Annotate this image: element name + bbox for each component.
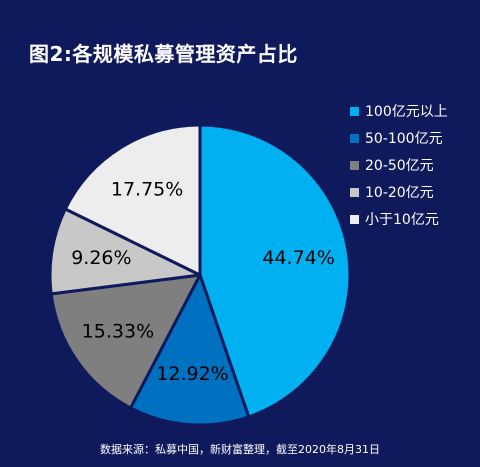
pie-slice <box>198 123 352 419</box>
legend-label: 20-50亿元 <box>365 158 434 174</box>
pie-slice-label: 12.92% <box>156 363 228 385</box>
pie-slice <box>48 207 202 296</box>
source-note: 数据来源：私募中国，新财富整理，截至2020年8月31日 <box>100 443 380 456</box>
legend-swatch <box>350 106 359 116</box>
legend-label: 50-100亿元 <box>365 131 443 147</box>
pie-slice-label: 15.33% <box>82 321 154 343</box>
legend-label: 10-20亿元 <box>365 185 434 201</box>
pie-slice-label: 44.74% <box>262 247 334 269</box>
pie-slice-label: 17.75% <box>111 179 183 201</box>
legend-item: 100亿元以上 <box>350 100 448 122</box>
pie-slice-label: 9.26% <box>71 247 131 269</box>
legend-swatch <box>350 133 359 143</box>
legend: 100亿元以上 50-100亿元 20-50亿元 10-20亿元 小于10亿元 <box>350 100 448 235</box>
legend-item: 50-100亿元 <box>350 127 448 149</box>
chart-title: 图2:各规模私募管理资产占比 <box>29 42 298 66</box>
legend-item: 小于10亿元 <box>350 208 448 230</box>
legend-label: 100亿元以上 <box>365 104 448 120</box>
pie-slice <box>63 123 202 277</box>
pie-slices <box>48 123 352 427</box>
pie-slice <box>49 273 202 410</box>
pie-slice <box>129 273 251 427</box>
legend-label: 小于10亿元 <box>365 212 439 228</box>
legend-swatch <box>350 214 359 224</box>
pie-labels: 44.74% 12.92%15.33% 9.26% 17.75% <box>71 179 335 386</box>
legend-swatch <box>350 187 359 197</box>
legend-swatch <box>350 160 359 170</box>
legend-item: 10-20亿元 <box>350 181 448 203</box>
legend-item: 20-50亿元 <box>350 154 448 176</box>
